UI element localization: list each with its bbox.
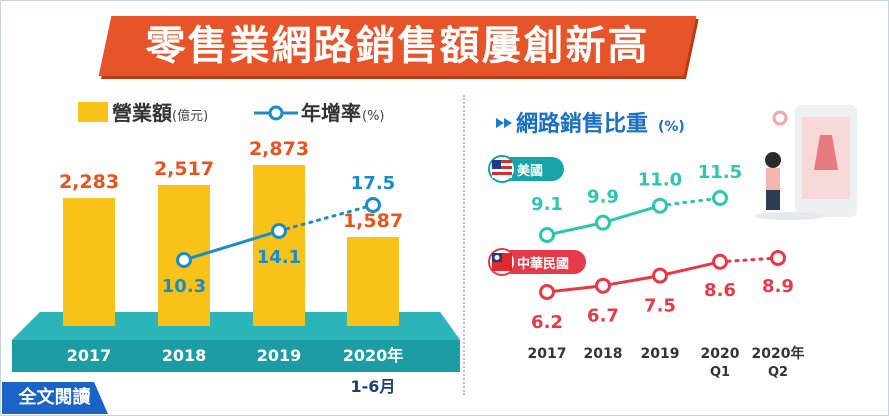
tw-point-0 bbox=[539, 284, 555, 300]
growth-point-2020年 bbox=[365, 197, 381, 213]
us-point-1 bbox=[595, 214, 611, 231]
share-line-segment bbox=[601, 274, 662, 288]
tw-value-label: 7.5 bbox=[644, 296, 676, 317]
tw-point-4 bbox=[770, 250, 786, 266]
us-value-label: 9.9 bbox=[587, 187, 619, 208]
us-value-label: 9.1 bbox=[531, 194, 563, 215]
bar-value-label: 2,283 bbox=[59, 171, 119, 193]
tw-value-label: 8.6 bbox=[704, 280, 736, 301]
tw-value-label: 8.9 bbox=[762, 276, 794, 297]
share-line-segment bbox=[658, 260, 722, 278]
tw-badge bbox=[500, 250, 586, 274]
right-chart-title: 網路銷售比重 bbox=[516, 111, 648, 137]
read-more-tab[interactable] bbox=[2, 382, 108, 414]
bar-revenue-2020年 bbox=[347, 237, 399, 326]
share-line-segment bbox=[601, 204, 662, 225]
panel-divider bbox=[463, 95, 465, 395]
x-tick-label: 2017 bbox=[67, 346, 112, 365]
growth-point-2019 bbox=[271, 222, 287, 239]
legend-line-label: 年增率 bbox=[301, 101, 361, 125]
tw-value-label: 6.7 bbox=[587, 306, 619, 327]
bar-value-label: 2,873 bbox=[249, 138, 309, 160]
growth-line-segment bbox=[182, 229, 281, 262]
growth-point-2018 bbox=[176, 252, 192, 268]
legend-line-marker bbox=[268, 105, 284, 121]
title-arrow-icon bbox=[504, 118, 512, 128]
x-tick-label: 2020年 bbox=[343, 346, 404, 365]
growth-value-label: 10.3 bbox=[162, 276, 206, 297]
right-x-tick-label: 2018 bbox=[584, 346, 623, 362]
legend-bar-swatch bbox=[78, 102, 108, 122]
x-tick-sublabel: 1-6月 bbox=[351, 377, 396, 396]
bar-value-label: 2,517 bbox=[154, 158, 214, 180]
right-x-tick-label: 2020年 bbox=[752, 345, 805, 362]
bar-value-label: 1,587 bbox=[343, 210, 403, 232]
tw-label: 中華民國 bbox=[517, 256, 569, 272]
shopper-head bbox=[765, 152, 781, 168]
growth-value-label: 14.1 bbox=[257, 247, 301, 268]
tw-value-label: 6.2 bbox=[531, 312, 563, 333]
us-badge bbox=[500, 157, 564, 181]
share-line-segment bbox=[545, 221, 605, 237]
us-point-0 bbox=[539, 227, 555, 243]
right-x-tick-sublabel: Q2 bbox=[768, 365, 788, 380]
shopping-illustration bbox=[754, 105, 857, 220]
bar-revenue-2019 bbox=[253, 165, 305, 326]
x-tick-label: 2019 bbox=[257, 346, 302, 365]
share-line-segment bbox=[545, 284, 605, 294]
right-x-tick-label: 2019 bbox=[641, 346, 680, 362]
legend-bar-label: 營業額 bbox=[112, 101, 172, 125]
legend-bar-unit: (億元) bbox=[172, 108, 208, 124]
x-tick-label: 2018 bbox=[162, 346, 207, 365]
share-line-segment bbox=[718, 256, 780, 264]
page-title: 零售業網路銷售額屢創新高 bbox=[145, 23, 650, 69]
right-x-tick-sublabel: Q1 bbox=[710, 365, 730, 380]
us-point-2 bbox=[652, 197, 668, 214]
growth-value-label: 17.5 bbox=[351, 173, 395, 194]
us-value-label: 11.5 bbox=[698, 162, 742, 183]
tw-point-1 bbox=[595, 277, 611, 294]
right-chart-unit: (%) bbox=[658, 119, 685, 135]
growth-line-segment bbox=[277, 203, 375, 233]
title-arrow-icon bbox=[496, 118, 504, 128]
read-more-link[interactable]: 全文閱讀 bbox=[18, 387, 91, 408]
right-x-tick-label: 2020 bbox=[701, 346, 740, 362]
legend-line-unit: (%) bbox=[362, 109, 385, 124]
share-line-segment bbox=[658, 196, 722, 208]
bar-revenue-2017 bbox=[63, 198, 115, 326]
right-x-tick-label: 2017 bbox=[528, 346, 567, 362]
tw-point-3 bbox=[712, 253, 728, 270]
us-point-3 bbox=[712, 190, 728, 206]
us-value-label: 11.0 bbox=[638, 170, 682, 191]
us-label: 美國 bbox=[517, 163, 543, 179]
dress-icon bbox=[814, 135, 838, 170]
search-icon bbox=[772, 110, 788, 126]
tw-point-2 bbox=[652, 267, 668, 284]
